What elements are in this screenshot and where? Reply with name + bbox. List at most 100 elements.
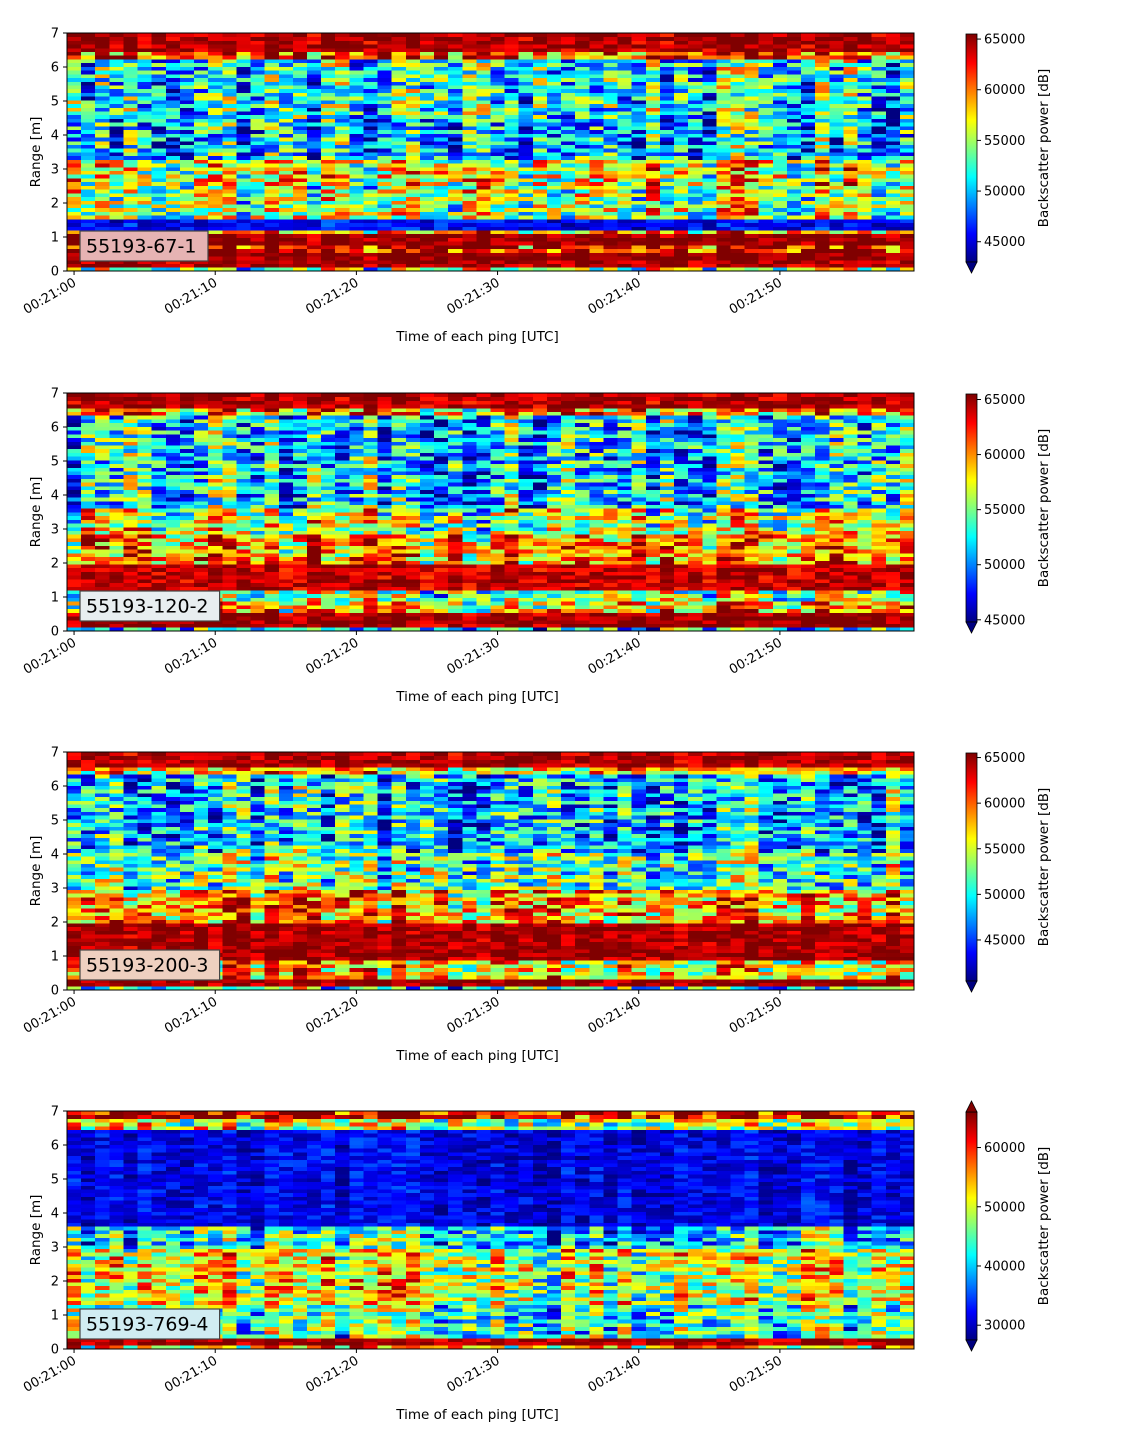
- colorbar-tick-label: 60000: [984, 448, 1025, 463]
- y-tick-label: 6: [51, 1139, 59, 1154]
- heatmap-cells: [67, 33, 915, 272]
- colorbar-tick-label: 40000: [984, 1259, 1025, 1274]
- y-tick-label: 5: [51, 1173, 59, 1188]
- colorbar-tick-label: 45000: [984, 933, 1025, 948]
- x-axis-label: Time of each ping [UTC]: [395, 1048, 559, 1064]
- x-tick-label: 00:21:40: [586, 275, 644, 317]
- colorbar-extend-min: [965, 1339, 978, 1352]
- colorbar-label: Backscatter power [dB]: [1036, 788, 1052, 947]
- heatmap-panel-4: 0 1 2 3 4 5 6 7 Range [m] 00:21:00 00:21:10 00:21:2…: [21, 1100, 1052, 1423]
- colorbar: 45000 50000 55000 60000 65000 Backscatter pow…: [965, 33, 1052, 274]
- y-axis-label: Range [m]: [28, 477, 44, 548]
- x-tick-label: 00:21:10: [162, 994, 220, 1036]
- heatmap-cells: [67, 752, 915, 991]
- y-tick-label: 0: [51, 625, 59, 640]
- x-tick-label: 00:21:50: [727, 994, 785, 1036]
- heatmap-panel-3: 0 1 2 3 4 5 6 7 Range [m] 00:21:00 00:21:10 00:21:2…: [21, 746, 1052, 1065]
- y-tick-label: 6: [51, 61, 59, 76]
- y-tick-label: 7: [51, 387, 59, 402]
- y-tick-label: 0: [51, 1343, 59, 1358]
- y-tick-label: 2: [51, 916, 59, 931]
- colorbar-tick-label: 65000: [984, 393, 1025, 408]
- x-tick-label: 00:21:40: [586, 1353, 644, 1395]
- x-tick-label: 00:21:10: [162, 635, 220, 677]
- x-tick-label: 00:21:10: [162, 275, 220, 317]
- colorbar-tick-label: 50000: [984, 1200, 1025, 1215]
- plot-frame: [66, 32, 915, 272]
- x-tick-label: 00:21:00: [21, 275, 79, 317]
- y-tick-label: 2: [51, 197, 59, 212]
- x-tick-label: 00:21:10: [162, 1353, 220, 1395]
- plot-frame: [66, 751, 915, 991]
- y-tick-label: 3: [51, 163, 59, 178]
- x-tick-label: 00:21:30: [444, 635, 502, 677]
- y-tick-label: 3: [51, 523, 59, 538]
- annotation-label: 55193-769-4: [86, 1314, 209, 1336]
- colorbar-extend-min: [965, 980, 978, 993]
- y-tick-label: 4: [51, 848, 59, 863]
- annotation-label: 55193-120-2: [86, 596, 209, 618]
- y-tick-label: 7: [51, 1105, 59, 1120]
- y-tick-label: 0: [51, 984, 59, 999]
- y-axis-label: Range [m]: [28, 1195, 44, 1266]
- panel-annotation: 55193-120-2: [79, 590, 221, 622]
- colorbar-tick-label: 60000: [984, 83, 1025, 98]
- x-tick-label: 00:21:50: [727, 635, 785, 677]
- y-tick-label: 4: [51, 129, 59, 144]
- y-tick-label: 1: [51, 950, 59, 965]
- y-tick-label: 2: [51, 1275, 59, 1290]
- y-tick-label: 7: [51, 746, 59, 761]
- colorbar-label: Backscatter power [dB]: [1036, 1147, 1052, 1306]
- colorbar-extend-min: [965, 261, 978, 274]
- y-tick-label: 3: [51, 1241, 59, 1256]
- heatmap-cells: [67, 1111, 915, 1350]
- colorbar-tick-label: 45000: [984, 235, 1025, 250]
- colorbar-tick-label: 50000: [984, 558, 1025, 573]
- x-axis-label: Time of each ping [UTC]: [395, 329, 559, 345]
- colorbar-tick-label: 50000: [984, 888, 1025, 903]
- x-tick-label: 00:21:40: [586, 994, 644, 1036]
- y-tick-label: 1: [51, 1309, 59, 1324]
- y-axis-label: Range [m]: [28, 836, 44, 907]
- colorbar-extend-max: [965, 1100, 978, 1113]
- x-tick-label: 00:21:00: [21, 635, 79, 677]
- colorbar-tick-label: 60000: [984, 797, 1025, 812]
- heatmap-panel-2: 0 1 2 3 4 5 6 7 Range [m] 00:21:00 00:21:10 00:21:2…: [21, 387, 1052, 706]
- y-tick-label: 1: [51, 231, 59, 246]
- colorbar-tick-label: 65000: [984, 751, 1025, 766]
- colorbar: 30000 40000 50000 60000 Backscatter power [d…: [965, 1100, 1052, 1352]
- y-tick-label: 5: [51, 455, 59, 470]
- colorbar: 45000 50000 55000 60000 65000 Backscatter pow…: [965, 393, 1052, 634]
- y-tick-label: 2: [51, 557, 59, 572]
- y-tick-label: 4: [51, 1207, 59, 1222]
- annotation-label: 55193-67-1: [86, 236, 196, 258]
- annotation-label: 55193-200-3: [86, 955, 209, 977]
- x-tick-label: 00:21:30: [444, 1353, 502, 1395]
- heatmap-cells: [67, 393, 915, 632]
- x-tick-label: 00:21:30: [444, 275, 502, 317]
- colorbar-tick-label: 50000: [984, 185, 1025, 200]
- colorbar-label: Backscatter power [dB]: [1036, 429, 1052, 588]
- colorbar-extend-min: [965, 621, 978, 634]
- y-axis-label: Range [m]: [28, 117, 44, 188]
- x-tick-label: 00:21:50: [727, 1353, 785, 1395]
- colorbar-label: Backscatter power [dB]: [1036, 69, 1052, 228]
- panels: 0 1 2 3 4 5 6 7 Range [m] 00:21:00 00:21:10 00:21:2…: [21, 27, 1052, 1424]
- plot-frame: [66, 392, 915, 632]
- colorbar: 45000 50000 55000 60000 65000 Backscatter pow…: [965, 751, 1052, 993]
- y-tick-label: 1: [51, 591, 59, 606]
- colorbar-tick-label: 60000: [984, 1141, 1025, 1156]
- panel-annotation: 55193-67-1: [79, 230, 209, 262]
- x-tick-label: 00:21:30: [444, 994, 502, 1036]
- y-tick-label: 7: [51, 27, 59, 42]
- x-tick-label: 00:21:20: [303, 635, 361, 677]
- panel-annotation: 55193-200-3: [79, 949, 221, 981]
- x-tick-label: 00:21:50: [727, 275, 785, 317]
- colorbar-tick-label: 45000: [984, 613, 1025, 628]
- x-tick-label: 00:21:40: [586, 635, 644, 677]
- plot-frame: [66, 1110, 915, 1350]
- x-axis-label: Time of each ping [UTC]: [395, 1407, 559, 1423]
- y-tick-label: 0: [51, 265, 59, 280]
- colorbar-tick-label: 65000: [984, 33, 1025, 48]
